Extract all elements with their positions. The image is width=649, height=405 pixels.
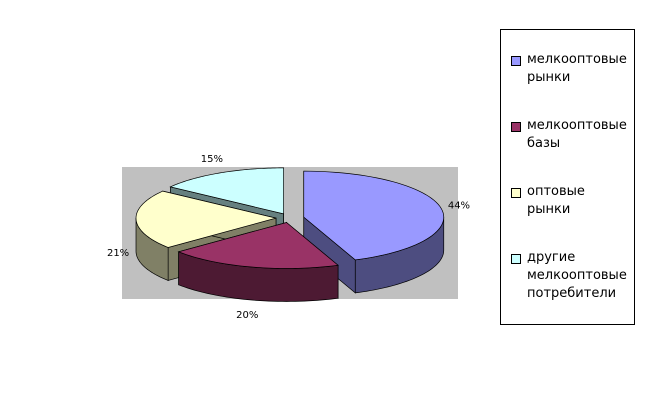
legend-label: мелкооптовые рынки	[527, 52, 627, 85]
legend-label: оптовые рынки	[527, 184, 585, 217]
data-label: 20%	[236, 310, 258, 321]
legend-item: оптовые рынки	[511, 183, 630, 219]
legend-item: другие мелкооптовые потребители	[511, 249, 630, 303]
legend-label: другие мелкооптовые потребители	[527, 250, 627, 301]
legend-item: мелкооптовые рынки	[511, 51, 630, 87]
legend-swatch	[511, 122, 521, 132]
data-label: 15%	[201, 154, 223, 165]
data-label: 44%	[448, 201, 470, 212]
slice	[303, 170, 445, 261]
legend-label: мелкооптовые базы	[527, 118, 627, 151]
legend: мелкооптовые рынки мелкооптовые базы оптов…	[500, 29, 635, 325]
slice	[177, 222, 339, 269]
legend-swatch	[511, 254, 521, 264]
legend-swatch	[511, 56, 521, 66]
legend-swatch	[511, 188, 521, 198]
slice	[177, 221, 339, 302]
slice	[169, 167, 284, 215]
legend-item: мелкооптовые базы	[511, 117, 630, 153]
data-label: 21%	[107, 248, 129, 259]
slice	[135, 190, 277, 248]
